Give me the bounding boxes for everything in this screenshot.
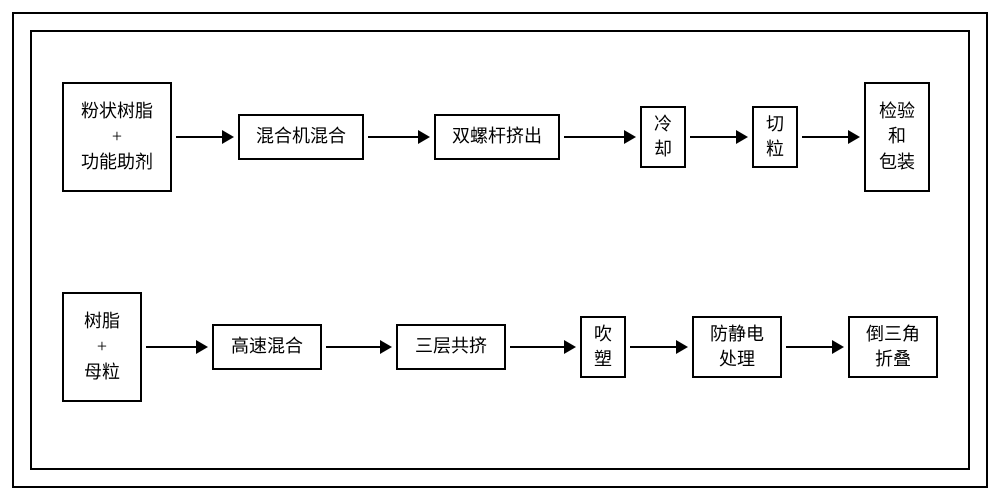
arrow-f2b4 [630, 340, 688, 354]
arrow-line [802, 136, 848, 138]
flow-box-f2b2: 高速混合 [212, 324, 322, 370]
flow-row-1: 粉状树脂 + 功能助剂 混合机混合 双螺杆挤出 冷 却 切 粒 检验 和 包装 [62, 82, 930, 192]
flow-box-f1b4: 冷 却 [640, 106, 686, 168]
flow-row-2: 树脂 + 母粒 高速混合 三层共挤 吹 塑 防静电 处理 倒三角 折叠 [62, 292, 938, 402]
arrow-line [326, 346, 380, 348]
arrow-line [176, 136, 222, 138]
arrow-head-icon [418, 130, 430, 144]
flow-box-f2b1: 树脂 + 母粒 [62, 292, 142, 402]
arrow-head-icon [832, 340, 844, 354]
flow-box-f2b4: 吹 塑 [580, 316, 626, 378]
arrow-line [564, 136, 624, 138]
arrow-head-icon [196, 340, 208, 354]
arrow-f2b1 [146, 340, 208, 354]
arrow-f2b3 [510, 340, 576, 354]
diagram-frame: 粉状树脂 + 功能助剂 混合机混合 双螺杆挤出 冷 却 切 粒 检验 和 包装 树脂 + … [30, 30, 970, 470]
arrow-f2b5 [786, 340, 844, 354]
arrow-f1b2 [368, 130, 430, 144]
flow-box-f2b5: 防静电 处理 [692, 316, 782, 378]
flow-box-f2b6: 倒三角 折叠 [848, 316, 938, 378]
arrow-head-icon [380, 340, 392, 354]
arrow-head-icon [564, 340, 576, 354]
arrow-f1b3 [564, 130, 636, 144]
arrow-head-icon [848, 130, 860, 144]
arrow-f1b1 [176, 130, 234, 144]
arrow-line [368, 136, 418, 138]
flow-box-f1b1: 粉状树脂 + 功能助剂 [62, 82, 172, 192]
arrow-head-icon [676, 340, 688, 354]
flow-box-f1b3: 双螺杆挤出 [434, 114, 560, 160]
arrow-f2b2 [326, 340, 392, 354]
flow-box-f1b2: 混合机混合 [238, 114, 364, 160]
arrow-head-icon [624, 130, 636, 144]
arrow-line [146, 346, 196, 348]
arrow-line [690, 136, 736, 138]
arrow-head-icon [736, 130, 748, 144]
arrow-head-icon [222, 130, 234, 144]
flow-box-f2b3: 三层共挤 [396, 324, 506, 370]
arrow-line [630, 346, 676, 348]
flow-box-f1b6: 检验 和 包装 [864, 82, 930, 192]
arrow-f1b4 [690, 130, 748, 144]
arrow-line [786, 346, 832, 348]
arrow-f1b5 [802, 130, 860, 144]
arrow-line [510, 346, 564, 348]
flow-box-f1b5: 切 粒 [752, 106, 798, 168]
